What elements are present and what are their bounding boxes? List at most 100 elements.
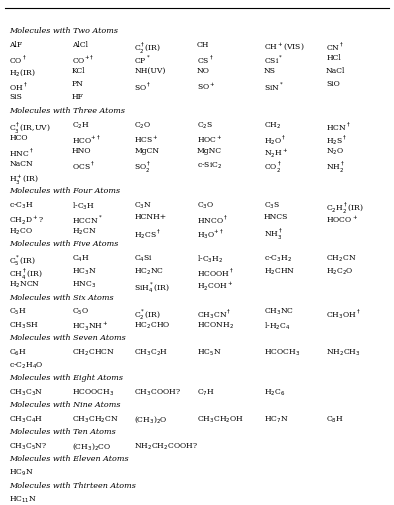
Text: HC$_2$NC: HC$_2$NC	[134, 266, 165, 277]
Text: CSi$^*$: CSi$^*$	[264, 54, 282, 66]
Text: Molecules with Five Atoms: Molecules with Five Atoms	[9, 240, 119, 248]
Text: H$_2$C$_6$: H$_2$C$_6$	[264, 386, 285, 397]
Text: HC$_9$N: HC$_9$N	[9, 467, 34, 478]
Text: l-C$_3$H$_2$: l-C$_3$H$_2$	[197, 253, 223, 265]
Text: CH$_3$SH: CH$_3$SH	[9, 320, 39, 330]
Text: C$_2$H$_2^\dagger$(IR): C$_2$H$_2^\dagger$(IR)	[326, 200, 364, 215]
Text: C$_3^\dagger$(IR,UV): C$_3^\dagger$(IR,UV)	[9, 120, 51, 135]
Text: CP$^*$: CP$^*$	[134, 54, 151, 66]
Text: SiS: SiS	[9, 93, 22, 101]
Text: Molecules with Four Atoms: Molecules with Four Atoms	[9, 186, 120, 194]
Text: NH$_2$CH$_2$COOH?: NH$_2$CH$_2$COOH?	[134, 440, 199, 450]
Text: HOCO$^+$: HOCO$^+$	[326, 213, 358, 225]
Text: HC$_5$N: HC$_5$N	[197, 346, 221, 357]
Text: SO$^+$: SO$^+$	[197, 80, 216, 92]
Text: HNC$^\dagger$: HNC$^\dagger$	[9, 146, 34, 159]
Text: HF: HF	[72, 93, 84, 101]
Text: HNO: HNO	[72, 146, 91, 155]
Text: N$_2$O: N$_2$O	[326, 146, 344, 157]
Text: SiH$_4^*$(IR): SiH$_4^*$(IR)	[134, 279, 170, 294]
Text: Molecules with Seven Atoms: Molecules with Seven Atoms	[9, 333, 126, 341]
Text: (CH$_3$)$_2$O: (CH$_3$)$_2$O	[134, 413, 168, 424]
Text: C$_7$H: C$_7$H	[197, 386, 215, 397]
Text: HCS$^+$: HCS$^+$	[134, 133, 159, 145]
Text: CH: CH	[197, 40, 209, 48]
Text: c-C$_2$H$_4$O: c-C$_2$H$_4$O	[9, 360, 44, 370]
Text: CH$_3$C$_2$H: CH$_3$C$_2$H	[134, 346, 169, 357]
Text: C$_5$O: C$_5$O	[72, 307, 89, 317]
Text: H$_2$COH$^+$: H$_2$COH$^+$	[197, 279, 233, 292]
Text: C$_4$H: C$_4$H	[72, 253, 90, 264]
Text: Molecules with Thirteen Atoms: Molecules with Thirteen Atoms	[9, 481, 136, 489]
Text: NH$_3^\dagger$: NH$_3^\dagger$	[264, 226, 282, 241]
Text: H$_2$CO: H$_2$CO	[9, 226, 33, 237]
Text: CH$^+$(VIS): CH$^+$(VIS)	[264, 40, 304, 53]
Text: HC$_2$CHO: HC$_2$CHO	[134, 320, 171, 330]
Text: CH$_2$: CH$_2$	[264, 120, 281, 131]
Text: OCS$^\dagger$: OCS$^\dagger$	[72, 160, 95, 172]
Text: NO: NO	[197, 67, 210, 75]
Text: c-C$_3$H$_2$: c-C$_3$H$_2$	[264, 253, 292, 264]
Text: NaCN: NaCN	[9, 160, 33, 168]
Text: HCl: HCl	[326, 54, 341, 62]
Text: HNC$_3$: HNC$_3$	[72, 279, 96, 290]
Text: CH$_3$C$_4$H: CH$_3$C$_4$H	[9, 413, 43, 424]
Text: Molecules with Two Atoms: Molecules with Two Atoms	[9, 27, 118, 35]
Text: C$_4$Si: C$_4$Si	[134, 253, 153, 264]
Text: H$_2$CN: H$_2$CN	[72, 226, 97, 237]
Text: HCN$^\dagger$: HCN$^\dagger$	[326, 120, 351, 132]
Text: HNCO$^\dagger$: HNCO$^\dagger$	[197, 213, 228, 225]
Text: NH(UV): NH(UV)	[134, 67, 166, 75]
Text: SiN$^*$: SiN$^*$	[264, 80, 284, 92]
Text: CH$_3$CH$_2$CN: CH$_3$CH$_2$CN	[72, 413, 119, 424]
Text: C$_5^*$(IR): C$_5^*$(IR)	[9, 253, 36, 268]
Text: SO$_2^\dagger$: SO$_2^\dagger$	[134, 160, 152, 175]
Text: OH$^\dagger$: OH$^\dagger$	[9, 80, 28, 92]
Text: C$_3$N: C$_3$N	[134, 200, 152, 210]
Text: (CH$_3$)$_2$CO: (CH$_3$)$_2$CO	[72, 440, 111, 451]
Text: NaCl: NaCl	[326, 67, 346, 75]
Text: C$_2$O: C$_2$O	[134, 120, 152, 131]
Text: Molecules with Nine Atoms: Molecules with Nine Atoms	[9, 400, 121, 408]
Text: c-C$_3$H: c-C$_3$H	[9, 200, 34, 210]
Text: PN: PN	[72, 80, 84, 88]
Text: H$_2$NCN: H$_2$NCN	[9, 279, 41, 290]
Text: Molecules with Ten Atoms: Molecules with Ten Atoms	[9, 427, 116, 435]
Text: MgCN: MgCN	[134, 146, 160, 155]
Text: HNCS: HNCS	[264, 213, 288, 221]
Text: HC$_3$N: HC$_3$N	[72, 266, 97, 277]
Text: CO$^\dagger$: CO$^\dagger$	[9, 54, 27, 66]
Text: SO$^\dagger$: SO$^\dagger$	[134, 80, 152, 92]
Text: CH$_2$CHCN: CH$_2$CHCN	[72, 346, 115, 357]
Text: C$_2^*$(IR): C$_2^*$(IR)	[134, 307, 162, 321]
Text: H$_2$CS$^\dagger$: H$_2$CS$^\dagger$	[134, 226, 162, 240]
Text: H$_3^+$(IR): H$_3^+$(IR)	[9, 173, 39, 187]
Text: H$_2$O$^\dagger$: H$_2$O$^\dagger$	[264, 133, 286, 147]
Text: HCO: HCO	[9, 133, 28, 141]
Text: KCl: KCl	[72, 67, 85, 75]
Text: CH$_3$C$_5$N?: CH$_3$C$_5$N?	[9, 440, 47, 450]
Text: CN$^\dagger$: CN$^\dagger$	[326, 40, 344, 53]
Text: C$_2$S: C$_2$S	[197, 120, 213, 131]
Text: H$_2$S$^\dagger$: H$_2$S$^\dagger$	[326, 133, 348, 147]
Text: CH$_2$CN: CH$_2$CN	[326, 253, 357, 264]
Text: CO$^{+\dagger}$: CO$^{+\dagger}$	[72, 54, 94, 66]
Text: HCOCH$_3$: HCOCH$_3$	[264, 346, 300, 357]
Text: Molecules with Eleven Atoms: Molecules with Eleven Atoms	[9, 454, 129, 462]
Text: HCONH$_2$: HCONH$_2$	[197, 320, 234, 330]
Text: CH$_3$OH$^\dagger$: CH$_3$OH$^\dagger$	[326, 307, 361, 320]
Text: C$_6$H: C$_6$H	[9, 346, 27, 357]
Text: H$_3$O$^{+\dagger}$: H$_3$O$^{+\dagger}$	[197, 226, 224, 240]
Text: HCNH+: HCNH+	[134, 213, 167, 221]
Text: HC$_7$N: HC$_7$N	[264, 413, 288, 424]
Text: SiO: SiO	[326, 80, 340, 88]
Text: HCCN$^*$: HCCN$^*$	[72, 213, 102, 225]
Text: Molecules with Eight Atoms: Molecules with Eight Atoms	[9, 373, 123, 381]
Text: CH$_3$CH$_2$OH: CH$_3$CH$_2$OH	[197, 413, 244, 424]
Text: CH$_3$NC: CH$_3$NC	[264, 307, 294, 317]
Text: MgNC: MgNC	[197, 146, 222, 155]
Text: l-H$_2$C$_4$: l-H$_2$C$_4$	[264, 320, 290, 331]
Text: NH$_2^\dagger$: NH$_2^\dagger$	[326, 160, 345, 175]
Text: l-C$_3$H: l-C$_3$H	[72, 200, 95, 211]
Text: CH$_3$CN$^\dagger$: CH$_3$CN$^\dagger$	[197, 307, 231, 320]
